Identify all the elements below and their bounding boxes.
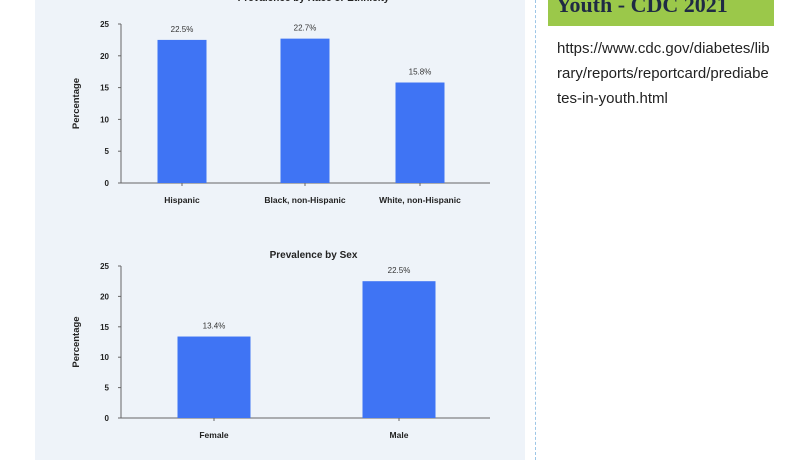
y-tick-label: 20 bbox=[100, 292, 109, 301]
y-tick-label: 25 bbox=[100, 20, 109, 29]
y-axis-label-1: Percentage bbox=[71, 78, 82, 129]
y-tick-label: 10 bbox=[100, 353, 109, 362]
charts-svg: Prevalence by Race or Ethnicity 25 20 15 10 5… bbox=[71, 0, 490, 440]
data-label: 22.5% bbox=[171, 25, 194, 34]
y-tick-label: 15 bbox=[100, 323, 109, 332]
bar-female bbox=[177, 336, 251, 418]
source-title: Youth - CDC 2021 bbox=[556, 0, 728, 17]
y-tick-label: 10 bbox=[100, 115, 109, 124]
y-tick-label: 5 bbox=[105, 384, 110, 393]
category-label: Female bbox=[199, 430, 229, 440]
chart-title-1: Prevalence by Race or Ethnicity bbox=[238, 0, 390, 4]
bar-male bbox=[362, 281, 436, 418]
chart-panel: Prevalence by Race or Ethnicity 25 20 15 10 5… bbox=[35, 0, 525, 460]
y-tick-label: 0 bbox=[105, 179, 110, 188]
bar-white-non-hispanic bbox=[395, 82, 445, 183]
data-label: 13.4% bbox=[203, 322, 226, 331]
y-tick-label: 0 bbox=[105, 414, 110, 423]
y-tick-label: 15 bbox=[100, 84, 109, 93]
dashed-divider bbox=[535, 0, 536, 460]
bar-black-non-hispanic bbox=[280, 38, 330, 184]
category-label: Hispanic bbox=[164, 195, 200, 205]
y-tick-label: 25 bbox=[100, 262, 109, 271]
y-tick-label: 5 bbox=[105, 147, 110, 156]
category-label: Black, non-Hispanic bbox=[264, 195, 346, 205]
source-title-box: Youth - CDC 2021 bbox=[548, 0, 774, 26]
source-url[interactable]: https://www.cdc.gov/diabetes/library/rep… bbox=[557, 40, 770, 107]
y-axis-label-2: Percentage bbox=[71, 316, 82, 367]
data-label: 15.8% bbox=[409, 68, 432, 77]
category-label: White, non-Hispanic bbox=[379, 195, 461, 205]
y-tick-label: 20 bbox=[100, 52, 109, 61]
chart-title-2: Prevalence by Sex bbox=[270, 250, 358, 261]
bar-hispanic bbox=[157, 39, 207, 184]
category-label: Male bbox=[390, 430, 409, 440]
data-label: 22.7% bbox=[294, 24, 317, 33]
data-label: 22.5% bbox=[388, 266, 411, 275]
